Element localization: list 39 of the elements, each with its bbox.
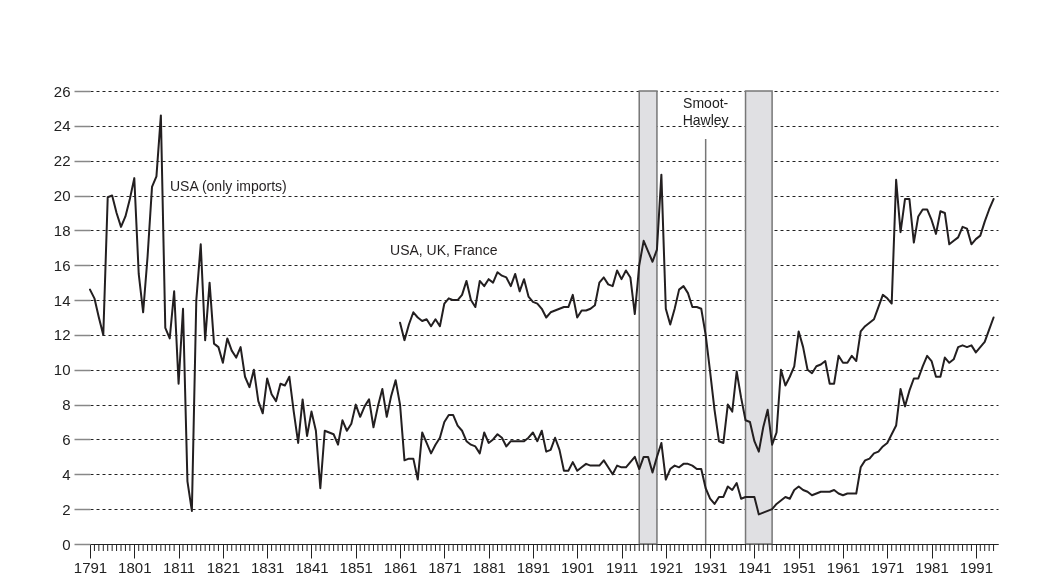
- x-tick-label: 1791: [73, 558, 108, 576]
- y-tick-label: 16: [53, 256, 71, 274]
- series-label: USA (only imports): [170, 177, 287, 194]
- series-label: USA, UK, France: [390, 241, 498, 258]
- y-tick-label: 6: [62, 430, 71, 448]
- x-tick-label: 1881: [472, 558, 506, 576]
- x-tick-label: 1801: [118, 558, 152, 576]
- y-tick-label: 4: [62, 465, 71, 483]
- y-tick-label: 22: [53, 152, 71, 170]
- y-tick-label: 12: [53, 326, 71, 344]
- ref-line-label: Smoot-Hawley: [682, 95, 729, 128]
- x-tick-label: 1921: [649, 558, 683, 576]
- x-tick-label: 1871: [428, 558, 462, 576]
- y-tick-label: 2: [62, 500, 71, 518]
- y-tick-label: 24: [53, 117, 71, 135]
- x-tick-label: 1911: [605, 558, 639, 576]
- y-tick-label: 26: [53, 82, 71, 100]
- y-tick-label: 0: [62, 535, 71, 553]
- x-tick-label: 1841: [295, 558, 329, 576]
- x-tick-label: 1961: [826, 558, 861, 576]
- x-tick-label: 1981: [915, 558, 949, 576]
- x-tick-label: 1891: [516, 558, 551, 576]
- y-tick-label: 18: [53, 221, 71, 239]
- x-tick-label: 1901: [561, 558, 595, 576]
- y-tick-label: 14: [53, 291, 71, 309]
- x-tick-label: 1831: [250, 558, 285, 576]
- line-series: [89, 114, 995, 516]
- y-tick-label: 8: [62, 396, 71, 414]
- x-tick-label: 1821: [206, 558, 241, 576]
- x-tick-label: 1811: [162, 558, 196, 576]
- x-tick-label: 1851: [339, 558, 373, 576]
- y-tick-label: 20: [53, 187, 71, 205]
- x-tick-label: 1951: [782, 558, 816, 576]
- x-tick-label: 1941: [738, 558, 772, 576]
- x-tick-label: 1991: [959, 558, 994, 576]
- x-tick-label: 1861: [383, 558, 418, 576]
- x-tick-label: 1931: [693, 558, 728, 576]
- x-tick-label: 1971: [871, 558, 905, 576]
- y-tick-label: 10: [53, 361, 71, 379]
